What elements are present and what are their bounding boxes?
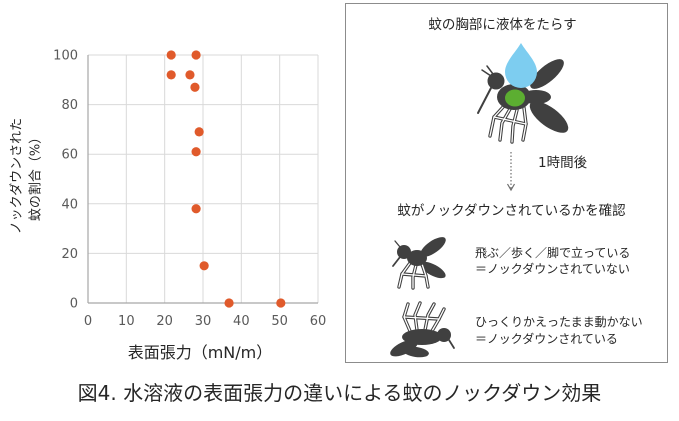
- standing-description-line-1: 飛ぶ／歩く／脚で立っている: [475, 246, 631, 260]
- chart-tick-labels: 0 10 20 30 40 50 60 0 20 40 60 80 100: [53, 49, 326, 330]
- x-tick-label: 60: [310, 314, 327, 329]
- mosquito-head: [397, 245, 411, 259]
- mosquito-wing: [403, 346, 429, 358]
- data-point: [166, 50, 176, 60]
- standing-mosquito-icon: [392, 237, 446, 290]
- mosquito-leg: [499, 108, 511, 141]
- mosquito-leg: [511, 109, 518, 143]
- mosquito-droplet-icon: [477, 43, 569, 144]
- method-diagram-panel: 蚊の胸部に液体をたらす 1時間後 蚊がノックダウンされているかを確認: [345, 3, 668, 363]
- y-tick-label: 60: [61, 148, 78, 163]
- mosquito-leg: [403, 316, 440, 320]
- x-tick-label: 20: [156, 314, 173, 329]
- data-point: [199, 261, 209, 271]
- step-apply-text: 蚊の胸部に液体をたらす: [428, 17, 577, 33]
- thorax-liquid-mark: [505, 89, 525, 107]
- dotted-down-arrow-icon: [506, 152, 516, 192]
- x-tick-label: 30: [195, 314, 212, 329]
- mosquito-proboscis: [477, 87, 492, 114]
- mosquito-proboscis: [392, 256, 401, 267]
- x-axis-label: 表面張力（mN/m）: [128, 343, 273, 362]
- mosquito-head: [487, 72, 505, 90]
- mosquito-legs-highlight: [489, 105, 527, 143]
- mosquito-leg: [412, 264, 417, 289]
- x-tick-label: 10: [118, 314, 135, 329]
- scatter-chart: 0 10 20 30 40 50 60 0 20 40 60 80 100 ノックダウンされた 蚊の割合…: [10, 49, 327, 363]
- figure-caption: 図4. 水溶液の表面張力の違いによる蚊のノックダウン効果: [77, 381, 602, 405]
- mosquito-leg: [401, 273, 427, 277]
- mosquito-antennae: [481, 65, 494, 77]
- data-point: [191, 204, 201, 214]
- flipped-description-line-2: ＝ノックダウンされている: [475, 332, 618, 346]
- wait-time-text: 1時間後: [538, 155, 588, 171]
- mosquito-thorax: [407, 250, 427, 266]
- standing-description-line-2: ＝ノックダウンされていない: [475, 262, 630, 276]
- y-tick-label: 80: [61, 98, 78, 113]
- mosquito-antennae: [394, 240, 401, 248]
- step-check-text: 蚊がノックダウンされているかを確認: [397, 203, 626, 219]
- flipped-description-line-1: ひっくりかえったまま動かない: [475, 315, 643, 329]
- data-point: [166, 70, 176, 80]
- y-tick-label: 0: [70, 297, 78, 312]
- mosquito-legs-highlight: [398, 262, 429, 289]
- mosquito-wing: [529, 101, 569, 133]
- mosquito-legs-highlight: [403, 302, 445, 332]
- mosquito-leg: [424, 303, 435, 331]
- y-axis-label-line-1: ノックダウンされた: [10, 118, 25, 234]
- x-tick-label: 40: [233, 314, 250, 329]
- mosquito-leg: [414, 302, 421, 331]
- y-tick-label: 100: [53, 49, 78, 64]
- data-point: [276, 298, 286, 308]
- x-tick-label: 50: [271, 314, 288, 329]
- data-point: [191, 147, 201, 157]
- mosquito-wing: [530, 59, 564, 89]
- x-tick-label: 0: [84, 314, 92, 329]
- data-point: [185, 70, 195, 80]
- mosquito-wing: [420, 237, 446, 257]
- chart-data-points: [166, 50, 286, 308]
- mosquito-body: [402, 329, 442, 345]
- flipped-mosquito-icon: [390, 301, 455, 358]
- mosquito-head: [437, 328, 451, 342]
- y-tick-label: 20: [61, 247, 78, 262]
- arrow-head: [506, 183, 516, 192]
- liquid-droplet: [505, 43, 537, 88]
- data-point: [191, 50, 201, 60]
- mosquito-wing: [390, 339, 418, 357]
- mosquito-proboscis: [448, 339, 455, 349]
- data-point: [194, 127, 204, 137]
- data-point: [190, 82, 200, 92]
- data-point: [224, 298, 234, 308]
- y-axis-label-line-2: 蚊の割合（%）: [28, 131, 44, 221]
- mosquito-abdomen: [420, 261, 446, 279]
- mosquito-leg: [493, 116, 527, 125]
- y-tick-label: 40: [61, 197, 78, 212]
